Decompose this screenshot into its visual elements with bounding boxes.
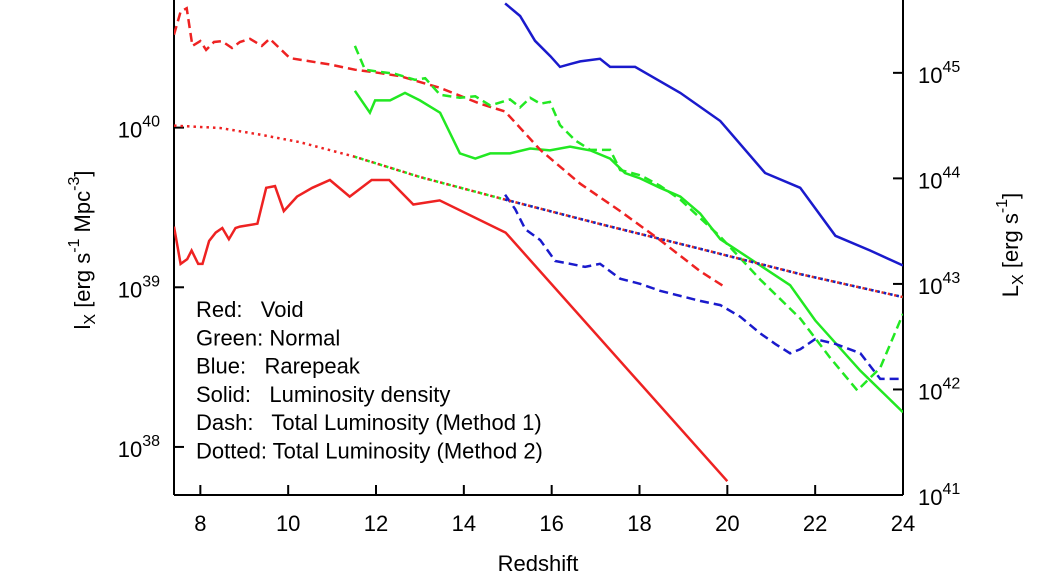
- x-tick-label: 10: [276, 511, 300, 536]
- series-line: [174, 178, 729, 483]
- y-tick-label: 1040: [118, 114, 160, 143]
- y-tick-label: 1039: [118, 273, 160, 302]
- legend-text: Blue: Rarepeak: [196, 353, 361, 378]
- series-line: [354, 155, 903, 299]
- legend-text: Red: Void: [196, 297, 304, 322]
- y2-tick-label: 1042: [918, 376, 960, 405]
- y2-axis-label: LX [erg s-1]: [994, 193, 1027, 297]
- y2-tick-label: 1043: [918, 270, 960, 299]
- series-line: [504, 193, 903, 381]
- x-axis-label: Redshift: [498, 551, 579, 576]
- legend-text: Dash: Total Luminosity (Method 1): [196, 410, 542, 435]
- series-line: [174, 6, 726, 289]
- legend-text: Solid: Luminosity density: [196, 382, 450, 407]
- series-line: [353, 90, 903, 414]
- y-tick-label: 1038: [118, 433, 160, 462]
- x-tick-label: 12: [364, 511, 388, 536]
- y-axis-label: lX [erg s-1 Mpc-3]: [66, 171, 99, 330]
- y2-tick-label: 1044: [918, 165, 960, 194]
- legend-text: Green: Normal: [196, 325, 340, 350]
- y2-tick-label: 1041: [918, 481, 960, 510]
- series-line: [504, 198, 903, 299]
- x-tick-label: 16: [539, 511, 563, 536]
- y2-tick-label: 1045: [918, 59, 960, 88]
- series-line: [174, 124, 903, 299]
- legend-text: Dotted: Total Luminosity (Method 2): [196, 438, 543, 463]
- series-line: [504, 2, 903, 267]
- x-tick-label: 20: [715, 511, 739, 536]
- x-tick-label: 22: [803, 511, 827, 536]
- x-tick-label: 14: [452, 511, 476, 536]
- plot-area: [174, 2, 903, 483]
- x-tick-label: 18: [627, 511, 651, 536]
- x-tick-label: 8: [194, 511, 206, 536]
- x-tick-label: 24: [891, 511, 915, 536]
- series-line: [353, 45, 903, 393]
